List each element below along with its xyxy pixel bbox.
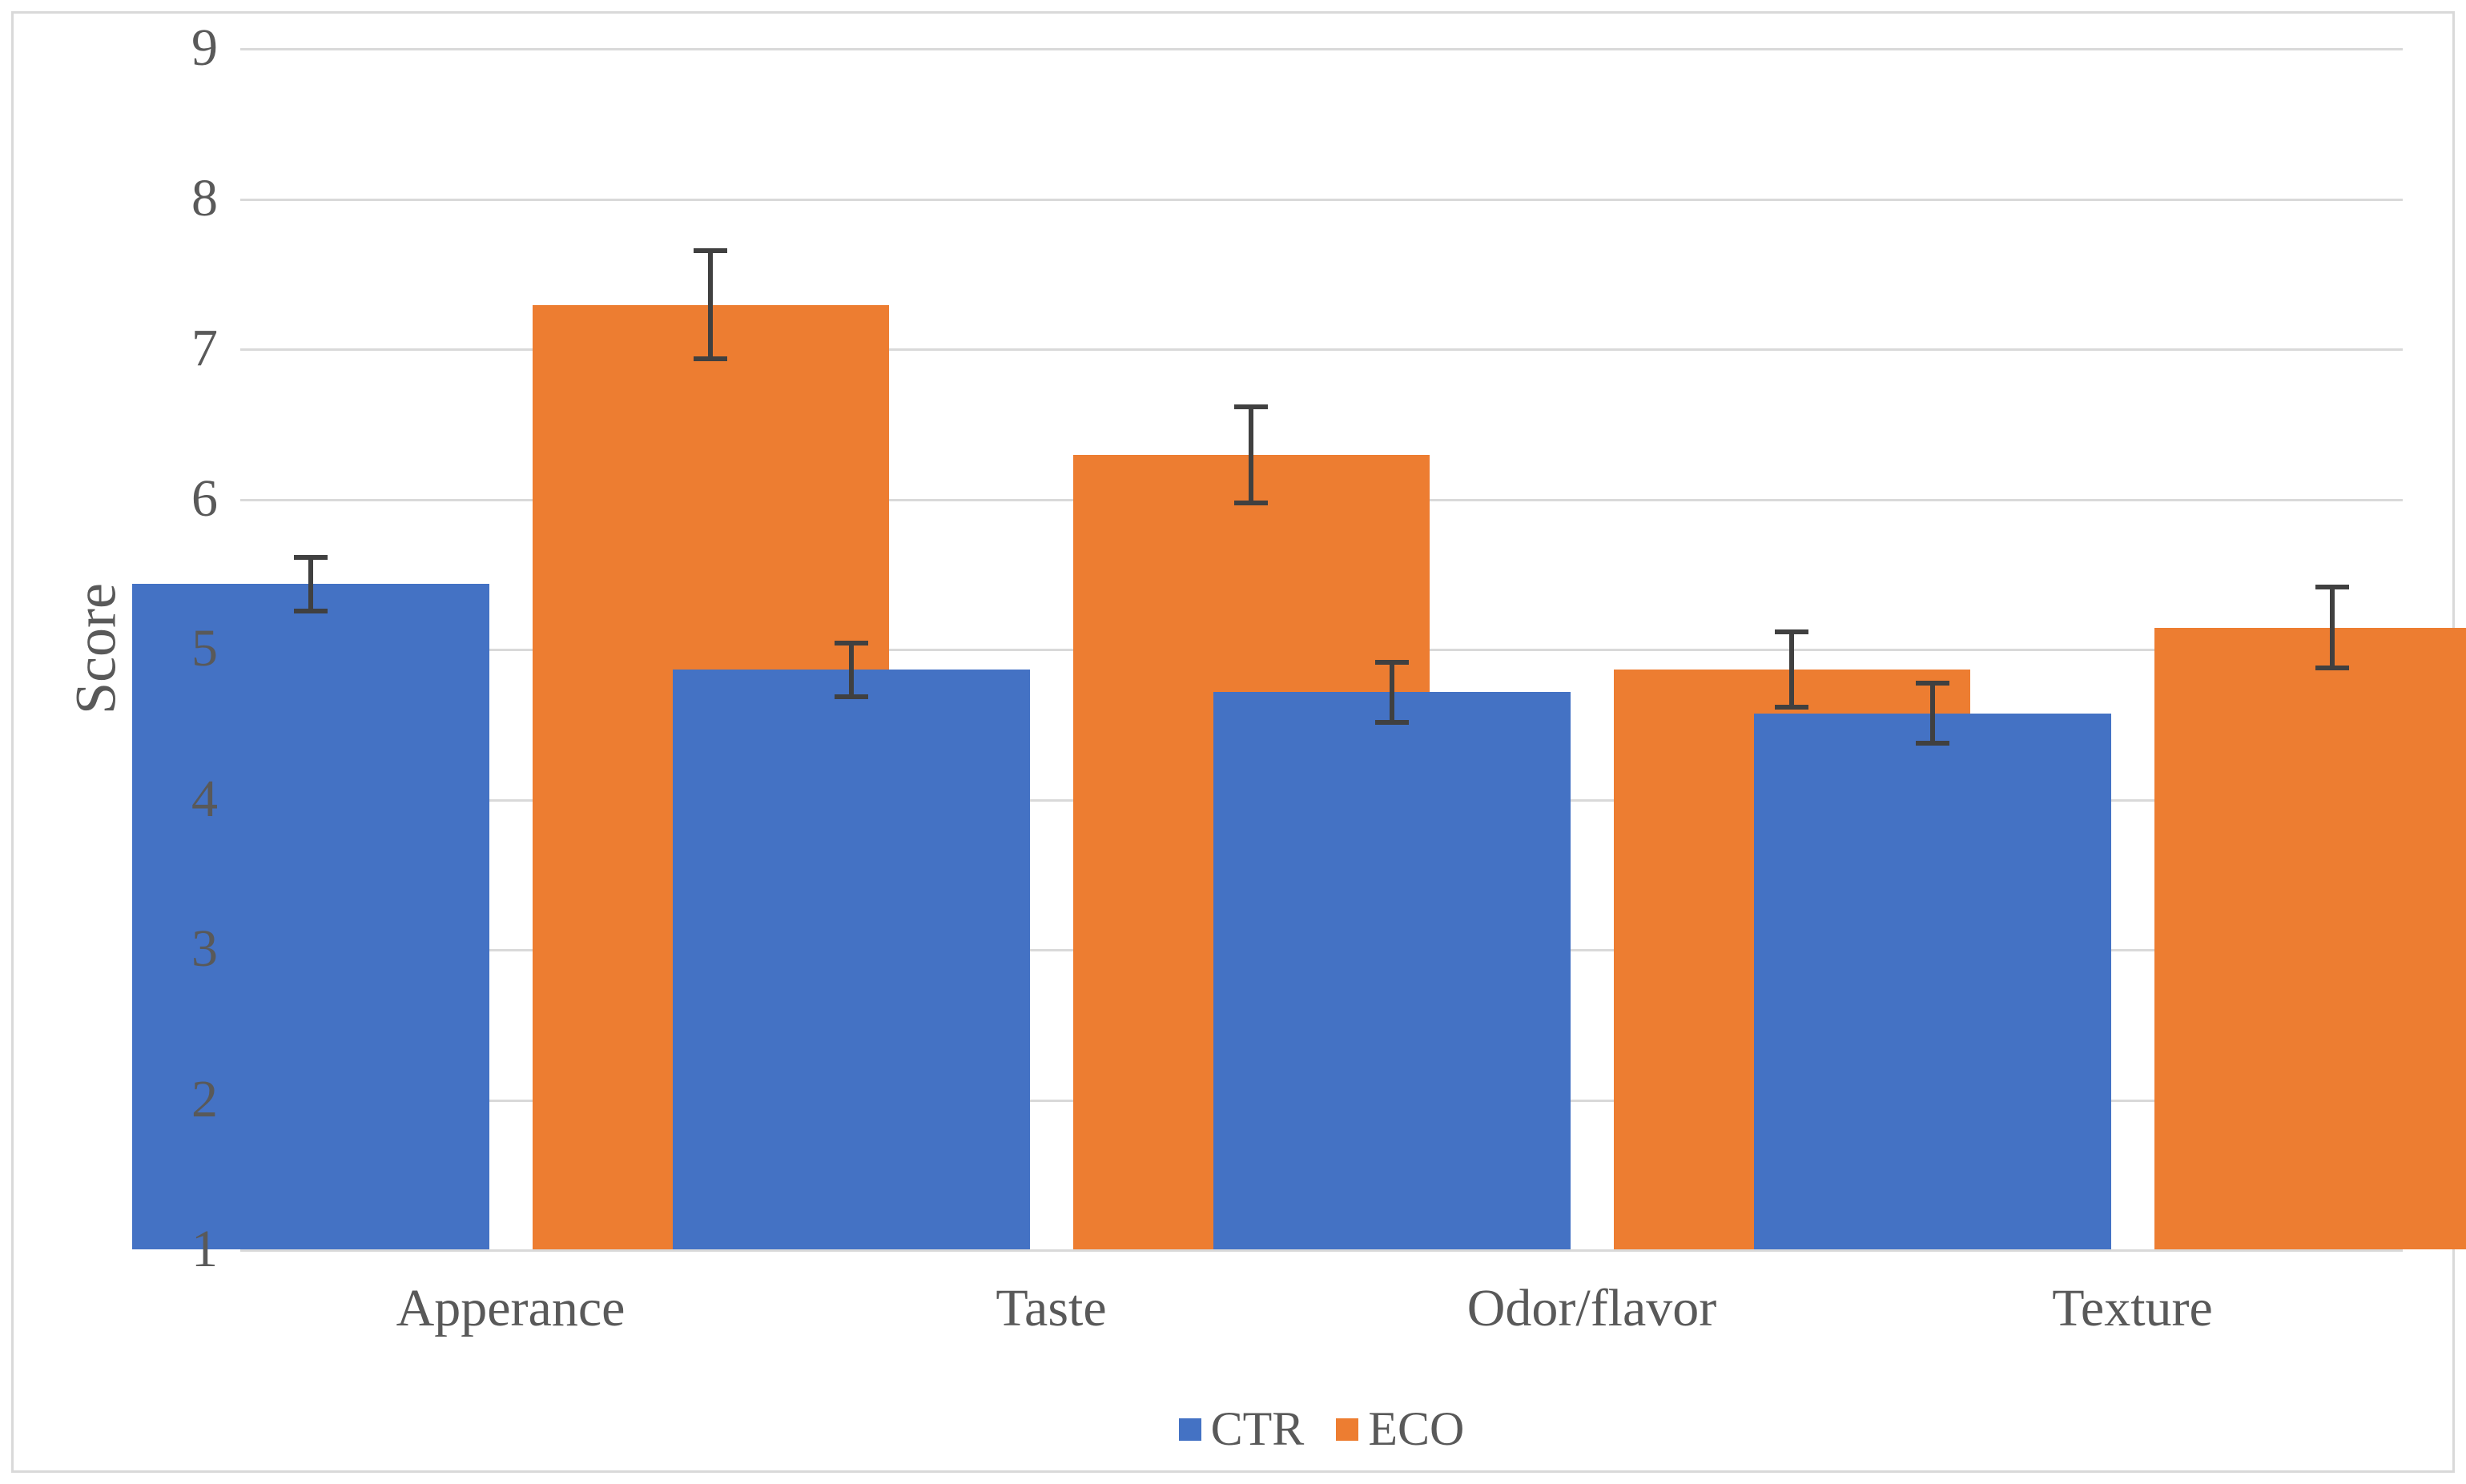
x-tick-label: Texture xyxy=(2052,1278,2213,1339)
errorbar-cap-top xyxy=(694,248,727,253)
errorbar-stem xyxy=(1390,662,1394,722)
legend-swatch xyxy=(1179,1418,1201,1441)
bar-ctr xyxy=(1754,714,2111,1249)
bar-ctr xyxy=(673,670,1030,1249)
errorbar-stem xyxy=(1789,632,1794,707)
errorbar-cap-top xyxy=(1775,629,1808,634)
bar-ctr xyxy=(1213,692,1571,1249)
legend-swatch xyxy=(1336,1418,1358,1441)
errorbar-cap-bottom xyxy=(294,609,328,613)
errorbar-stem xyxy=(1249,407,1253,503)
errorbar-stem xyxy=(708,251,713,359)
x-tick-label: Taste xyxy=(996,1278,1106,1339)
errorbar-cap-bottom xyxy=(1375,720,1409,725)
bar-eco xyxy=(2154,628,2466,1249)
errorbar-cap-top xyxy=(1234,404,1268,409)
y-tick-label: 8 xyxy=(191,168,218,229)
x-tick-label: Odor/flavor xyxy=(1467,1278,1717,1339)
gridline xyxy=(240,48,2403,50)
chart-container: 1 2 3 4 5 6 7 8 9 Score Apperance Taste Odor/flavor T… xyxy=(0,0,2466,1484)
y-tick-label: 1 xyxy=(191,1219,218,1280)
errorbar-cap-top xyxy=(2315,585,2349,589)
errorbar-cap-bottom xyxy=(835,694,868,699)
errorbar-stem xyxy=(1930,683,1935,743)
gridline xyxy=(240,199,2403,201)
y-tick-label: 4 xyxy=(191,769,218,830)
errorbar-stem xyxy=(308,557,313,612)
legend-item: ECO xyxy=(1336,1402,1464,1457)
legend-item: CTR xyxy=(1179,1402,1305,1457)
y-tick-label: 9 xyxy=(191,18,218,78)
errorbar-cap-bottom xyxy=(1775,705,1808,710)
errorbar-cap-top xyxy=(835,641,868,645)
y-tick-label: 6 xyxy=(191,469,218,529)
y-tick-label: 3 xyxy=(191,919,218,979)
y-axis-title: Score xyxy=(63,583,130,714)
plot-area xyxy=(240,48,2403,1249)
y-tick-label: 7 xyxy=(191,318,218,379)
bar-ctr xyxy=(132,584,489,1249)
legend-label: CTR xyxy=(1211,1402,1305,1457)
errorbar-cap-bottom xyxy=(1234,501,1268,505)
y-tick-label: 5 xyxy=(191,618,218,679)
errorbar-cap-bottom xyxy=(2315,666,2349,670)
errorbar-cap-top xyxy=(1375,660,1409,665)
legend: CTR ECO xyxy=(240,1402,2403,1457)
errorbar-cap-top xyxy=(294,555,328,560)
x-tick-label: Apperance xyxy=(396,1278,626,1339)
errorbar-stem xyxy=(2330,587,2335,668)
legend-label: ECO xyxy=(1368,1402,1464,1457)
errorbar-cap-bottom xyxy=(694,356,727,361)
errorbar-stem xyxy=(849,643,854,698)
y-tick-label: 2 xyxy=(191,1069,218,1130)
gridline xyxy=(240,1249,2403,1252)
errorbar-cap-top xyxy=(1916,681,1949,686)
errorbar-cap-bottom xyxy=(1916,741,1949,746)
